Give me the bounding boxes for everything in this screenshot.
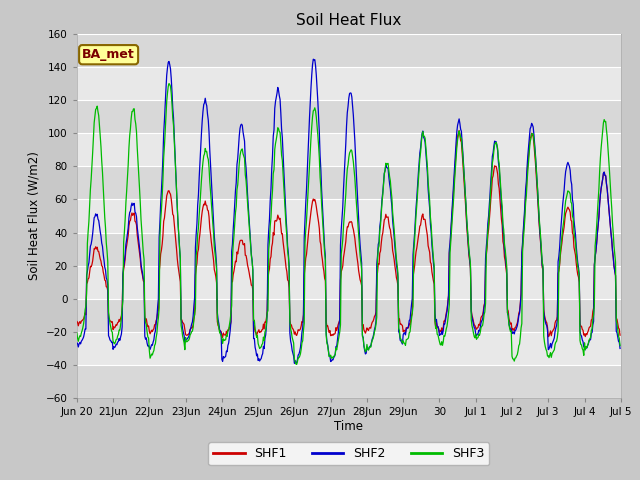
Bar xyxy=(77,332,621,365)
SHF1 xyxy=(455,128,463,133)
SHF1 xyxy=(223,331,231,336)
SHF3 xyxy=(139,239,147,244)
Bar xyxy=(77,199,621,233)
SHF3 xyxy=(432,325,440,331)
SHF1 xyxy=(415,229,423,235)
Bar xyxy=(77,133,621,166)
SHF2 xyxy=(223,348,230,354)
SHF3 xyxy=(616,343,624,348)
Bar xyxy=(77,100,621,133)
Bar xyxy=(77,365,621,398)
SHF3 xyxy=(223,334,231,339)
Bar xyxy=(77,67,621,100)
SHF2 xyxy=(310,56,317,62)
Y-axis label: Soil Heat Flux (W/m2): Soil Heat Flux (W/m2) xyxy=(28,152,40,280)
Legend: SHF1, SHF2, SHF3: SHF1, SHF2, SHF3 xyxy=(209,442,489,465)
Text: BA_met: BA_met xyxy=(82,48,135,61)
Line: SHF2: SHF2 xyxy=(77,59,620,363)
SHF3 xyxy=(416,156,424,162)
SHF2 xyxy=(194,203,202,208)
SHF2 xyxy=(291,360,298,366)
SHF1 xyxy=(219,335,227,340)
SHF3 xyxy=(195,225,202,231)
Line: SHF1: SHF1 xyxy=(77,131,620,337)
Bar xyxy=(77,299,621,332)
SHF1 xyxy=(616,332,624,338)
Line: SHF3: SHF3 xyxy=(77,84,620,364)
Bar xyxy=(77,166,621,199)
SHF2 xyxy=(416,150,424,156)
SHF3 xyxy=(165,81,173,86)
SHF2 xyxy=(73,340,81,346)
X-axis label: Time: Time xyxy=(334,420,364,433)
SHF3 xyxy=(73,330,81,336)
SHF1 xyxy=(83,281,90,287)
Bar xyxy=(77,233,621,266)
SHF3 xyxy=(83,291,90,297)
SHF3 xyxy=(293,361,301,367)
SHF2 xyxy=(83,272,90,278)
Title: Soil Heat Flux: Soil Heat Flux xyxy=(296,13,401,28)
SHF1 xyxy=(73,318,81,324)
SHF2 xyxy=(432,319,440,324)
SHF1 xyxy=(431,318,439,324)
SHF2 xyxy=(139,270,147,276)
Bar xyxy=(77,34,621,67)
Bar xyxy=(77,266,621,299)
SHF1 xyxy=(139,273,147,278)
SHF1 xyxy=(194,250,202,255)
SHF2 xyxy=(616,346,624,351)
